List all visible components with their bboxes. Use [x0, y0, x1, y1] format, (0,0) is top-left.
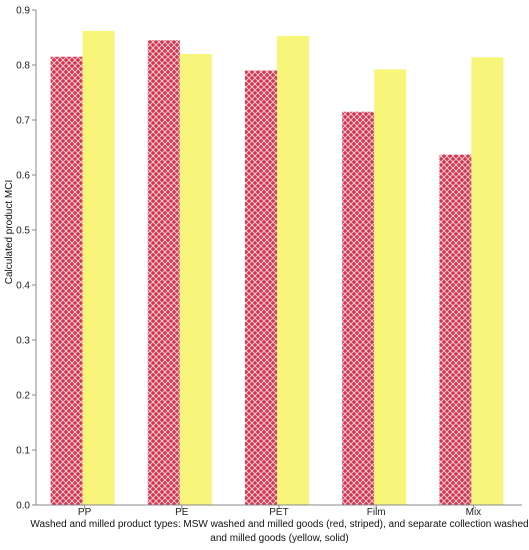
y-tick-label: 0.6 — [16, 171, 30, 182]
x-axis: PP PE PET Film Mix — [36, 504, 522, 518]
y-tick-label: 0.3 — [16, 336, 30, 347]
bar-msw-pet — [245, 70, 277, 505]
x-tick-label: PET — [269, 507, 288, 518]
y-tick-label: 0.1 — [16, 446, 30, 457]
bar-separate-film — [374, 69, 407, 506]
bar-separate-pe — [179, 54, 212, 505]
bar-msw-pp — [50, 56, 83, 505]
bar-msw-mix — [439, 154, 472, 505]
x-axis-label: Washed and milled product types: MSW was… — [30, 519, 529, 544]
x-tick-label: PE — [175, 507, 189, 518]
y-tick-label: 0.7 — [16, 116, 30, 127]
bars — [50, 30, 504, 506]
y-tick-label: 0.5 — [16, 226, 30, 237]
bar-msw-film — [342, 111, 375, 505]
y-tick-label: 0.0 — [16, 501, 30, 512]
y-axis-label: Calculated product MCI — [4, 180, 15, 285]
x-tick-label: Mix — [466, 507, 482, 518]
bar-separate-mix — [471, 57, 504, 506]
bar-separate-pet — [277, 35, 309, 505]
y-tick-label: 0.2 — [16, 391, 30, 402]
bar-separate-pp — [82, 30, 115, 506]
y-tick-label: 0.4 — [16, 281, 30, 292]
x-tick-label: Film — [367, 507, 386, 518]
bar-msw-pe — [147, 40, 180, 505]
x-tick-label: PP — [78, 507, 92, 518]
y-tick-label: 0.8 — [16, 61, 30, 72]
y-tick-label: 0.9 — [16, 6, 30, 17]
y-axis: 0.0 0.1 0.2 0.3 0.4 0.5 0.6 0.7 0.8 0.9 — [16, 6, 37, 512]
